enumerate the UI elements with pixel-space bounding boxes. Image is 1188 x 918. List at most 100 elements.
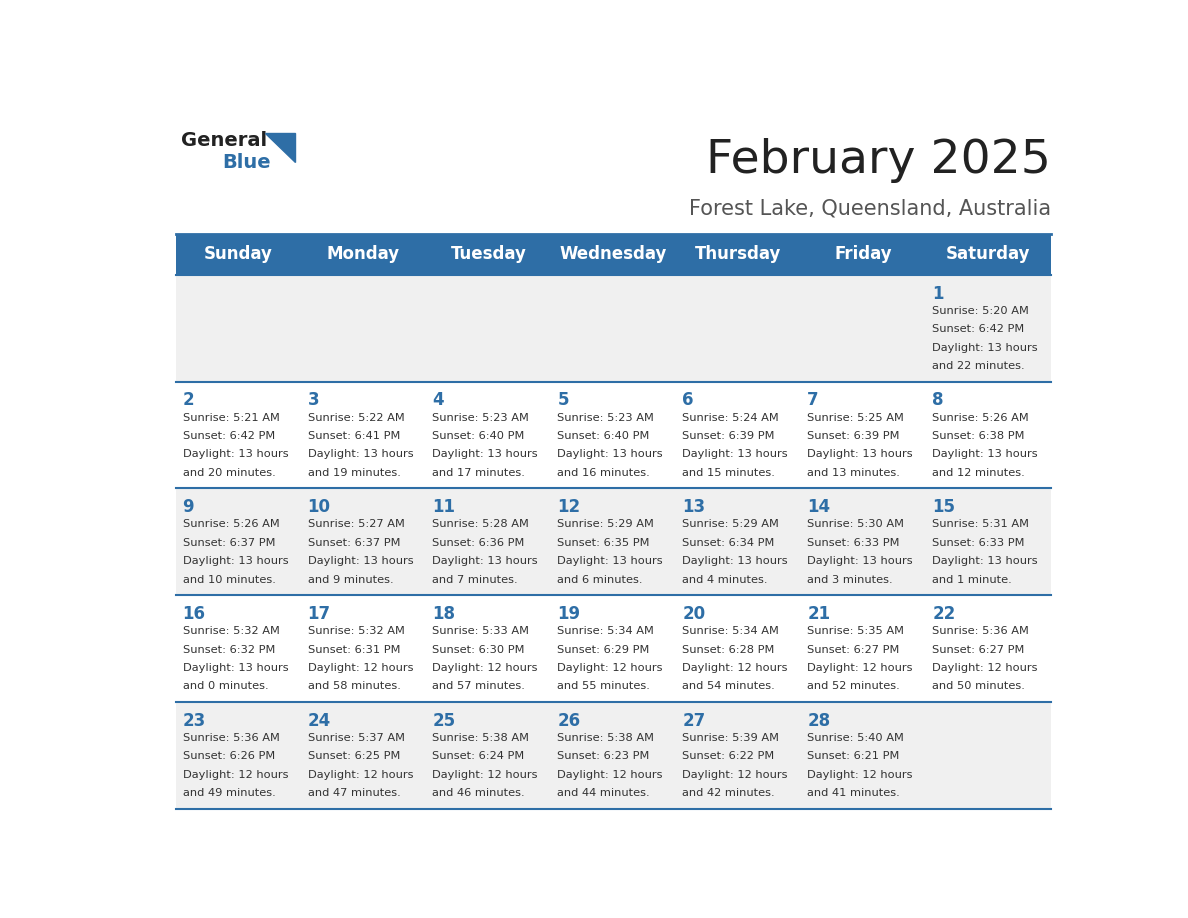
Text: Sunset: 6:39 PM: Sunset: 6:39 PM bbox=[682, 431, 775, 441]
Text: Daylight: 12 hours: Daylight: 12 hours bbox=[432, 663, 538, 673]
Text: Sunrise: 5:30 AM: Sunrise: 5:30 AM bbox=[808, 520, 904, 530]
Text: and 7 minutes.: and 7 minutes. bbox=[432, 575, 518, 585]
Text: Sunset: 6:42 PM: Sunset: 6:42 PM bbox=[933, 324, 1024, 334]
Text: Sunrise: 5:24 AM: Sunrise: 5:24 AM bbox=[682, 413, 779, 422]
Text: Daylight: 13 hours: Daylight: 13 hours bbox=[183, 663, 289, 673]
Text: and 4 minutes.: and 4 minutes. bbox=[682, 575, 767, 585]
Text: Daylight: 12 hours: Daylight: 12 hours bbox=[557, 769, 663, 779]
Text: and 49 minutes.: and 49 minutes. bbox=[183, 788, 276, 798]
Text: and 47 minutes.: and 47 minutes. bbox=[308, 788, 400, 798]
Text: Daylight: 13 hours: Daylight: 13 hours bbox=[183, 450, 289, 459]
Text: Sunrise: 5:26 AM: Sunrise: 5:26 AM bbox=[183, 520, 279, 530]
Text: 23: 23 bbox=[183, 711, 206, 730]
Text: 24: 24 bbox=[308, 711, 330, 730]
Text: Forest Lake, Queensland, Australia: Forest Lake, Queensland, Australia bbox=[689, 198, 1051, 218]
Text: and 3 minutes.: and 3 minutes. bbox=[808, 575, 893, 585]
Text: and 41 minutes.: and 41 minutes. bbox=[808, 788, 901, 798]
Text: Daylight: 13 hours: Daylight: 13 hours bbox=[808, 556, 912, 566]
Text: and 15 minutes.: and 15 minutes. bbox=[682, 468, 776, 478]
Text: Sunset: 6:23 PM: Sunset: 6:23 PM bbox=[557, 751, 650, 761]
Text: Sunday: Sunday bbox=[204, 245, 273, 263]
Text: and 22 minutes.: and 22 minutes. bbox=[933, 361, 1025, 371]
Text: Sunrise: 5:31 AM: Sunrise: 5:31 AM bbox=[933, 520, 1029, 530]
Text: 14: 14 bbox=[808, 498, 830, 516]
Text: Sunrise: 5:23 AM: Sunrise: 5:23 AM bbox=[432, 413, 530, 422]
Text: Sunrise: 5:36 AM: Sunrise: 5:36 AM bbox=[933, 626, 1029, 636]
Text: Daylight: 13 hours: Daylight: 13 hours bbox=[557, 450, 663, 459]
Text: Sunrise: 5:38 AM: Sunrise: 5:38 AM bbox=[557, 733, 655, 743]
Text: and 13 minutes.: and 13 minutes. bbox=[808, 468, 901, 478]
Text: Sunrise: 5:34 AM: Sunrise: 5:34 AM bbox=[682, 626, 779, 636]
Polygon shape bbox=[265, 133, 295, 162]
Text: Sunset: 6:24 PM: Sunset: 6:24 PM bbox=[432, 751, 525, 761]
Text: and 42 minutes.: and 42 minutes. bbox=[682, 788, 775, 798]
Text: Sunset: 6:39 PM: Sunset: 6:39 PM bbox=[808, 431, 899, 441]
Text: 28: 28 bbox=[808, 711, 830, 730]
Text: and 10 minutes.: and 10 minutes. bbox=[183, 575, 276, 585]
Text: 26: 26 bbox=[557, 711, 581, 730]
Text: Daylight: 13 hours: Daylight: 13 hours bbox=[933, 342, 1038, 353]
Text: Sunrise: 5:25 AM: Sunrise: 5:25 AM bbox=[808, 413, 904, 422]
Text: and 17 minutes.: and 17 minutes. bbox=[432, 468, 525, 478]
FancyBboxPatch shape bbox=[176, 234, 1051, 274]
Text: and 19 minutes.: and 19 minutes. bbox=[308, 468, 400, 478]
Text: and 16 minutes.: and 16 minutes. bbox=[557, 468, 650, 478]
Text: and 6 minutes.: and 6 minutes. bbox=[557, 575, 643, 585]
Text: Sunrise: 5:32 AM: Sunrise: 5:32 AM bbox=[183, 626, 279, 636]
Text: Daylight: 13 hours: Daylight: 13 hours bbox=[682, 556, 788, 566]
Text: General: General bbox=[181, 131, 267, 151]
Text: Sunrise: 5:38 AM: Sunrise: 5:38 AM bbox=[432, 733, 530, 743]
Text: Sunset: 6:35 PM: Sunset: 6:35 PM bbox=[557, 538, 650, 548]
Text: Sunrise: 5:23 AM: Sunrise: 5:23 AM bbox=[557, 413, 655, 422]
Text: Monday: Monday bbox=[327, 245, 400, 263]
Text: and 20 minutes.: and 20 minutes. bbox=[183, 468, 276, 478]
Text: 18: 18 bbox=[432, 605, 455, 623]
Text: Daylight: 13 hours: Daylight: 13 hours bbox=[933, 450, 1038, 459]
Text: Sunset: 6:33 PM: Sunset: 6:33 PM bbox=[808, 538, 899, 548]
Text: Sunset: 6:27 PM: Sunset: 6:27 PM bbox=[808, 644, 899, 655]
Text: and 9 minutes.: and 9 minutes. bbox=[308, 575, 393, 585]
Text: Sunrise: 5:36 AM: Sunrise: 5:36 AM bbox=[183, 733, 279, 743]
Text: and 52 minutes.: and 52 minutes. bbox=[808, 681, 901, 691]
Text: Sunrise: 5:27 AM: Sunrise: 5:27 AM bbox=[308, 520, 404, 530]
Text: Sunrise: 5:21 AM: Sunrise: 5:21 AM bbox=[183, 413, 279, 422]
Text: Sunset: 6:38 PM: Sunset: 6:38 PM bbox=[933, 431, 1025, 441]
Text: Sunrise: 5:29 AM: Sunrise: 5:29 AM bbox=[557, 520, 655, 530]
Text: Daylight: 13 hours: Daylight: 13 hours bbox=[308, 556, 413, 566]
Text: 17: 17 bbox=[308, 605, 330, 623]
Text: Sunset: 6:28 PM: Sunset: 6:28 PM bbox=[682, 644, 775, 655]
Text: Daylight: 13 hours: Daylight: 13 hours bbox=[933, 556, 1038, 566]
Text: Sunrise: 5:28 AM: Sunrise: 5:28 AM bbox=[432, 520, 530, 530]
Text: and 58 minutes.: and 58 minutes. bbox=[308, 681, 400, 691]
Text: Sunrise: 5:40 AM: Sunrise: 5:40 AM bbox=[808, 733, 904, 743]
Text: 5: 5 bbox=[557, 391, 569, 409]
Text: Sunrise: 5:26 AM: Sunrise: 5:26 AM bbox=[933, 413, 1029, 422]
Text: Daylight: 12 hours: Daylight: 12 hours bbox=[432, 769, 538, 779]
Text: 25: 25 bbox=[432, 711, 455, 730]
Text: 13: 13 bbox=[682, 498, 706, 516]
Text: Sunset: 6:37 PM: Sunset: 6:37 PM bbox=[308, 538, 400, 548]
Text: 12: 12 bbox=[557, 498, 581, 516]
Text: Sunrise: 5:37 AM: Sunrise: 5:37 AM bbox=[308, 733, 405, 743]
Text: Daylight: 13 hours: Daylight: 13 hours bbox=[308, 450, 413, 459]
FancyBboxPatch shape bbox=[176, 274, 1051, 382]
Text: Daylight: 13 hours: Daylight: 13 hours bbox=[432, 556, 538, 566]
Text: Daylight: 13 hours: Daylight: 13 hours bbox=[183, 556, 289, 566]
Text: Sunset: 6:37 PM: Sunset: 6:37 PM bbox=[183, 538, 276, 548]
Text: 8: 8 bbox=[933, 391, 943, 409]
Text: Sunrise: 5:35 AM: Sunrise: 5:35 AM bbox=[808, 626, 904, 636]
Text: Sunset: 6:30 PM: Sunset: 6:30 PM bbox=[432, 644, 525, 655]
Text: Thursday: Thursday bbox=[695, 245, 782, 263]
Text: 9: 9 bbox=[183, 498, 194, 516]
Text: Daylight: 13 hours: Daylight: 13 hours bbox=[808, 450, 912, 459]
Text: Sunset: 6:32 PM: Sunset: 6:32 PM bbox=[183, 644, 274, 655]
Text: 6: 6 bbox=[682, 391, 694, 409]
Text: Sunset: 6:29 PM: Sunset: 6:29 PM bbox=[557, 644, 650, 655]
Text: Daylight: 12 hours: Daylight: 12 hours bbox=[557, 663, 663, 673]
Text: 2: 2 bbox=[183, 391, 194, 409]
Text: Daylight: 12 hours: Daylight: 12 hours bbox=[682, 769, 788, 779]
Text: and 55 minutes.: and 55 minutes. bbox=[557, 681, 650, 691]
Text: 11: 11 bbox=[432, 498, 455, 516]
Text: Daylight: 12 hours: Daylight: 12 hours bbox=[808, 769, 912, 779]
Text: Sunset: 6:36 PM: Sunset: 6:36 PM bbox=[432, 538, 525, 548]
